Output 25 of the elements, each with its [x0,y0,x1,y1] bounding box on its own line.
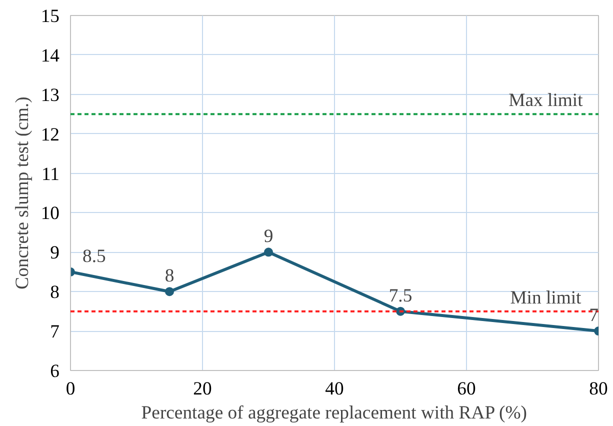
data-label: 8 [164,266,174,287]
point [165,287,174,296]
ref-line-label: Min limit [510,287,582,308]
ref-line-label: Max limit [508,90,584,112]
data-label: 8.5 [82,246,106,267]
y-tick-label: 12 [40,124,60,146]
y-tick-label: 6 [50,361,60,382]
y-tick-label: 14 [40,45,60,66]
x-tick-label: 80 [589,378,608,400]
point [264,248,273,257]
x-tick-label: 20 [193,378,212,400]
x-tick-label: 40 [325,378,344,400]
y-tick-label: 13 [40,84,60,106]
y-tick-label: 9 [50,242,60,264]
y-tick-label: 7 [50,322,60,343]
y-tick-label: 15 [40,6,60,27]
y-tick-label: 10 [40,203,60,224]
x-tick-label: 60 [457,378,476,400]
y-tick-label: 8 [50,282,60,304]
x-tick-label: 0 [66,378,76,400]
data-label: 9 [264,226,274,248]
x-axis-title: Percentage of aggregate replacement with RAP (%) [141,402,528,424]
y-axis-title: Concrete slump test (cm.) [12,96,33,290]
y-tick-label: 11 [42,164,60,185]
data-label: 7.5 [388,285,412,306]
